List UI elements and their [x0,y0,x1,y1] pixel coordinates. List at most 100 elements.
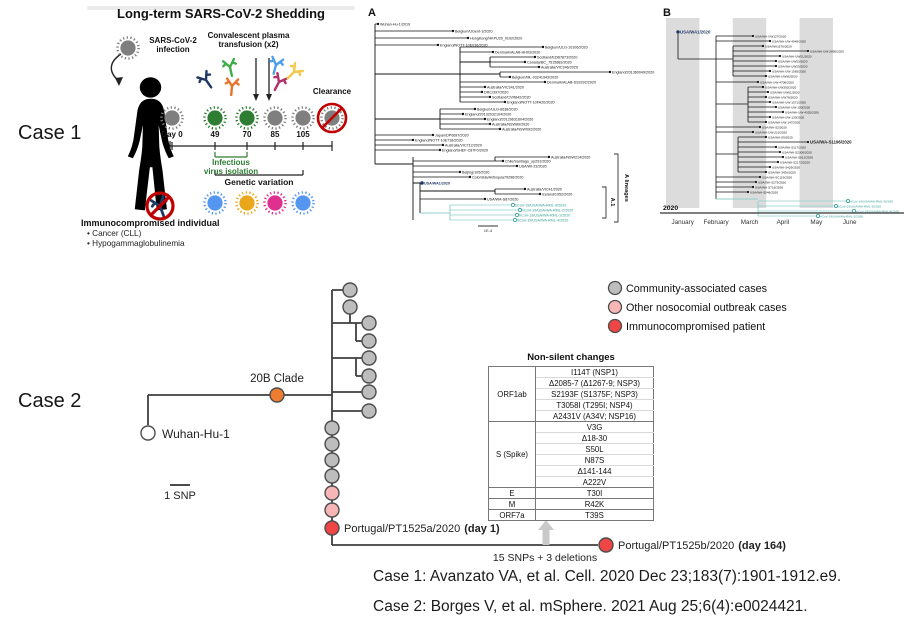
change-cell: S50L [535,443,654,455]
tip-node [473,107,477,111]
lineage-brackets [602,153,619,223]
tip-node [751,185,755,189]
case2-node-community [361,315,377,331]
tip-node [766,90,770,94]
phylo-tip: USA/WA1/2020 [676,29,711,34]
phylo-tip: USA/WA-UW61/2020 [748,90,800,94]
day-label: 85 [270,130,280,139]
case2-label: Case 2 [18,390,82,412]
phylo-tip: hCoV-19/USA/WA-RML-9/2020 [450,202,566,207]
tip-node [758,125,762,129]
phylo-tip: England/NOTT-10E036/2020 [375,43,488,47]
month-label: May [810,219,823,226]
tip-node [768,39,772,43]
tip-node [508,75,512,79]
mutation-table-title: Non-silent changes [527,352,615,363]
tip-node [806,140,810,144]
tip-label: England/20129631604/2020 [487,117,533,121]
phylo-tip: USA/WA-UW-1565/2020 [733,69,806,73]
phylo-tip: Australia/VIC346/2020 [490,65,578,69]
tip-label: USA/WA-UW-4049/2020 [772,39,806,43]
case2-node-community [324,420,340,436]
phylo-tip: USA/WA-S275/2020 [716,180,786,184]
phylo-tip: Canada/BC_7515883/2020 [490,60,572,64]
tip-label: USA/WA-S87/2020 [487,197,518,201]
phylo-tip: USA/WA-S429/2020 [738,165,800,169]
tip-label: England/SHEF-C87F0/2020 [442,148,488,152]
bullet-hypogamma: Hypogammaglobulinemia [87,239,184,248]
virus-icon [235,106,259,130]
phylo-tip: USA/WA-S1196/2020 [738,139,852,144]
phylo-tip: Wuhan-Hu-1/2019 [375,22,410,26]
antibody-icon [221,57,238,78]
month-label: March [741,219,759,226]
tip-node [764,135,768,139]
case2-node-community [342,299,358,315]
case2-node-community [361,368,377,384]
tip-node [451,29,455,33]
tip-node [758,175,762,179]
tip-label: hCoV-19/USA/WA-RML-9/2020 [850,199,893,203]
phylo-tip: USA/WA-UW127/2020 [716,34,786,38]
panel-b-tree: B USA/WA1/2020USA/WA-UW127/2020USA/WA-UW… [660,7,904,226]
phylo-tip: hCoV-19/USA/WA-RML-4/2020 [758,208,899,213]
tip-label: USA/WA-S2300/2020 [782,150,812,154]
tip-node [466,36,470,40]
virus-icon [116,36,140,60]
phylo-tip: USA/WA-UW-211/2020 [716,130,787,134]
tip-label: Japan/DP0697/2020 [435,133,469,137]
tip-node [483,117,487,121]
phylo-tip: Australia/NSW214/2020 [495,155,590,159]
tip-label: Australia/NSW214/2020 [551,155,590,159]
tip-node [768,100,772,104]
change-cell: T3058I (T295I; NSP4) [535,399,654,411]
phylo-tip: USA/WA1576/2020 [733,44,792,48]
transfusion-arrows-icon [255,58,270,94]
tip-node [483,197,487,201]
tip-label: Denmark/ALAB-HH03/2020 [495,50,540,54]
case2-node-clade [269,387,285,403]
up-arrow-icon [538,520,554,545]
phylo-tip: USA/WA-S546/2020 [716,190,778,194]
tip-node [774,59,778,63]
tip-label: USA/WA-UW51/2020 [782,54,812,58]
tip-label: Belgium/UGent-1/2020 [455,29,493,33]
phylo-tip: England/NOTT-10E718/2020 [375,138,463,142]
tip-node [845,198,850,203]
tree-branches [147,289,598,546]
phylo-tip: England/SHEF-C87F0/2020 [375,148,488,152]
tip-label: Australia/VIC41/2020 [527,187,562,191]
tip-label: USA/WA-S546/2020 [750,190,778,194]
phylo-tip: Scotland/CVR842/2020 [460,95,531,99]
virus-icon [291,191,315,215]
teal-branches [420,205,451,220]
tip-node [512,217,518,223]
root-label: Wuhan-Hu-1 [162,427,230,441]
bracket-a-lineages-label: A lineages [623,174,629,202]
day-label: 49 [210,130,220,139]
tip-label: Belgium/ULG-10106/2020 [545,45,588,49]
tip-label: England/20132032104/2020 [465,112,511,116]
tip-label: USA/WA1576/2020 [765,44,792,48]
change-cell: T39S [535,509,654,521]
case2-node-community [361,333,377,349]
tip-label: Australia/VIC346/2020 [541,65,578,69]
phylo-tip: Iceland/1952/2020 [495,192,572,196]
tip-node [488,95,492,99]
phylo-tip: hCoV-19/USA/WA-RML-2/2020 [450,207,573,212]
phylo-tip: USA/WA-S2172/2020 [738,160,810,164]
gene-cell: ORF1ab [488,366,536,422]
change-cell: T30I [535,487,654,499]
change-cell: A222V [535,476,654,488]
tip-label: USA/WA-S275/2020 [758,180,786,184]
tip-label: England/NOTT-10FA20/2020 [507,100,555,104]
phylo-tip: Japan/DP0697/2020 [375,133,469,137]
tip-node [761,44,765,48]
legend-label: Community-associated cases [626,283,768,295]
variation-bracket [214,170,304,176]
phylo-tip: hCoV-19/USA/WA-RML-4/2020 [450,217,568,223]
phylo-tip: Australia/VIC41/2020 [495,187,562,191]
phylo-tip: HongKong/HKPU29_0102/2020 [375,36,522,40]
phylo-tip: USA/WA-UW78/2020 [748,95,798,99]
case2-node-outbreak [324,502,340,518]
